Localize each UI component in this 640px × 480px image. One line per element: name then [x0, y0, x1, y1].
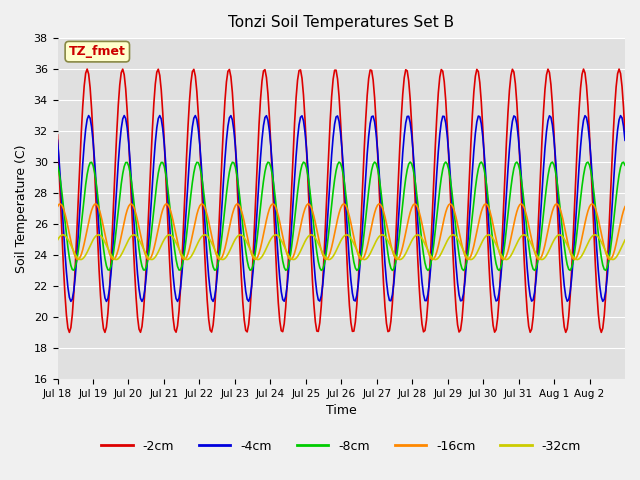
- -2cm: [347, 320, 355, 325]
- Line: -16cm: -16cm: [58, 204, 625, 260]
- -4cm: [621, 137, 629, 143]
- -32cm: [346, 233, 353, 239]
- Line: -4cm: -4cm: [58, 116, 625, 301]
- -16cm: [458, 243, 466, 249]
- -2cm: [620, 105, 627, 110]
- -8cm: [442, 159, 449, 165]
- Y-axis label: Soil Temperature (C): Soil Temperature (C): [15, 144, 28, 273]
- -8cm: [424, 267, 432, 273]
- -32cm: [73, 254, 81, 260]
- -32cm: [91, 235, 99, 240]
- -4cm: [91, 157, 99, 163]
- -16cm: [54, 204, 61, 210]
- -32cm: [461, 251, 469, 256]
- -16cm: [482, 201, 490, 207]
- Line: -8cm: -8cm: [58, 162, 625, 270]
- -4cm: [349, 290, 356, 296]
- Text: TZ_fmet: TZ_fmet: [69, 45, 125, 58]
- -2cm: [92, 200, 100, 206]
- -16cm: [73, 256, 81, 262]
- -8cm: [346, 225, 353, 231]
- -8cm: [545, 165, 553, 171]
- -8cm: [620, 159, 627, 165]
- -4cm: [620, 123, 627, 129]
- -2cm: [65, 329, 73, 335]
- -4cm: [461, 278, 469, 284]
- Title: Tonzi Soil Temperatures Set B: Tonzi Soil Temperatures Set B: [228, 15, 454, 30]
- -16cm: [620, 208, 627, 214]
- -2cm: [621, 132, 629, 138]
- -32cm: [545, 247, 553, 252]
- -4cm: [545, 113, 553, 119]
- -16cm: [464, 257, 472, 263]
- -4cm: [73, 254, 81, 260]
- -16cm: [346, 214, 353, 219]
- -8cm: [621, 162, 629, 168]
- -8cm: [91, 169, 99, 175]
- Line: -2cm: -2cm: [58, 69, 625, 332]
- -2cm: [544, 66, 552, 72]
- -4cm: [54, 137, 61, 143]
- -2cm: [54, 132, 61, 138]
- -4cm: [120, 113, 128, 119]
- -32cm: [413, 232, 421, 238]
- -16cm: [621, 204, 629, 210]
- -4cm: [138, 299, 146, 304]
- -8cm: [73, 258, 81, 264]
- -2cm: [74, 197, 82, 203]
- -2cm: [460, 298, 467, 303]
- -16cm: [545, 221, 553, 227]
- -32cm: [431, 257, 439, 263]
- -32cm: [54, 237, 61, 243]
- -8cm: [461, 265, 469, 271]
- Legend: -2cm, -4cm, -8cm, -16cm, -32cm: -2cm, -4cm, -8cm, -16cm, -32cm: [97, 435, 586, 458]
- -2cm: [615, 66, 623, 72]
- -8cm: [54, 162, 61, 168]
- X-axis label: Time: Time: [326, 404, 356, 417]
- -32cm: [620, 240, 627, 246]
- -16cm: [91, 202, 99, 207]
- -32cm: [621, 237, 629, 243]
- Line: -32cm: -32cm: [58, 235, 625, 260]
